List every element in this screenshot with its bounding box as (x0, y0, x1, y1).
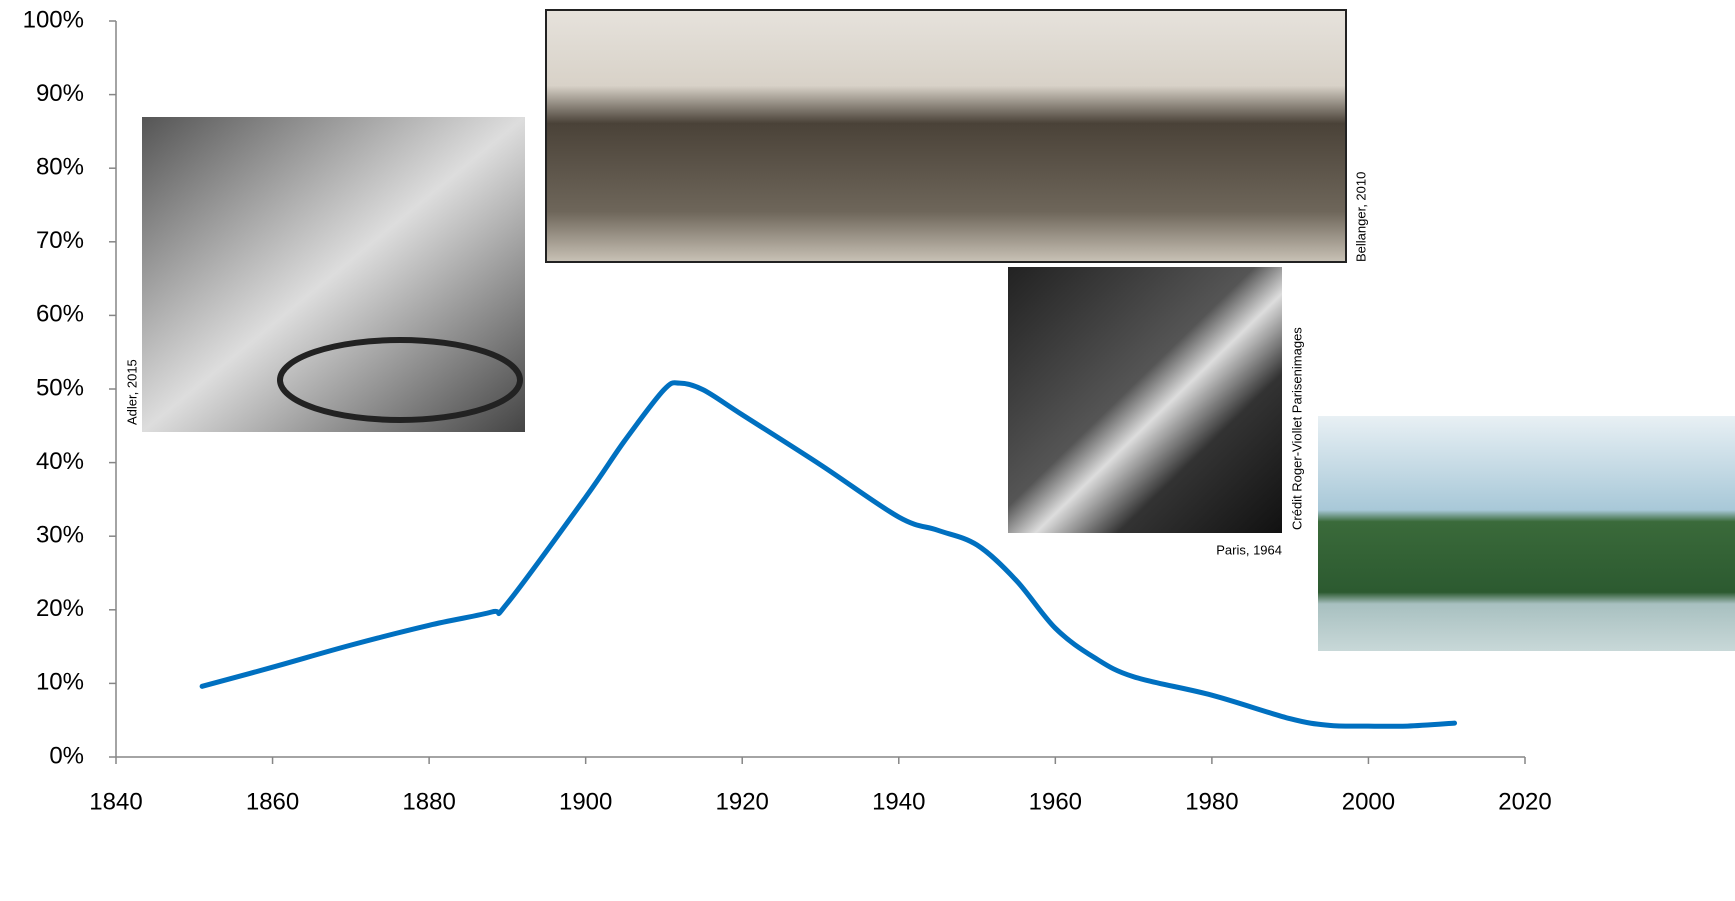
y-tick-label: 80% (36, 154, 84, 181)
photos (142, 9, 1735, 651)
x-tick-label: 1960 (1029, 788, 1082, 815)
photo-caption: Paris, 1964 (1216, 542, 1282, 557)
y-tick-label: 0% (49, 742, 84, 769)
photo-river (1008, 267, 1282, 533)
data-line (199, 380, 1458, 729)
x-tick-label: 1840 (89, 788, 142, 815)
photo-press (142, 117, 525, 432)
photo-field (545, 9, 1347, 263)
y-tick-label: 60% (36, 301, 84, 328)
photo-caption: Bellanger, 2010 (1353, 172, 1368, 262)
photo-caption: Adler, 2015 (124, 359, 139, 425)
x-tick-label: 1860 (246, 788, 299, 815)
y-tick-label: 70% (36, 227, 84, 254)
x-tick-label: 2020 (1498, 788, 1551, 815)
y-tick-label: 30% (36, 522, 84, 549)
photo-detail (277, 337, 523, 423)
x-tick-label: 2000 (1342, 788, 1395, 815)
x-tick-label: 1880 (402, 788, 455, 815)
y-tick-label: 100% (23, 6, 84, 33)
y-tick-label: 40% (36, 448, 84, 475)
photo-plant (1318, 416, 1735, 651)
y-tick-label: 90% (36, 80, 84, 107)
x-tick-label: 1920 (716, 788, 769, 815)
y-tick-label: 10% (36, 669, 84, 696)
x-tick-label: 1980 (1185, 788, 1238, 815)
photo-caption: Crédit Roger-Viollet Parisenimages (1289, 327, 1304, 530)
x-tick-label: 1900 (559, 788, 612, 815)
y-tick-label: 20% (36, 595, 84, 622)
x-tick-label: 1940 (872, 788, 925, 815)
y-tick-label: 50% (36, 374, 84, 401)
plot-area: 0% 10% 20% 30% 40% 50% 60% 70% 80% 90% 100% 1840 186… (23, 6, 1552, 815)
